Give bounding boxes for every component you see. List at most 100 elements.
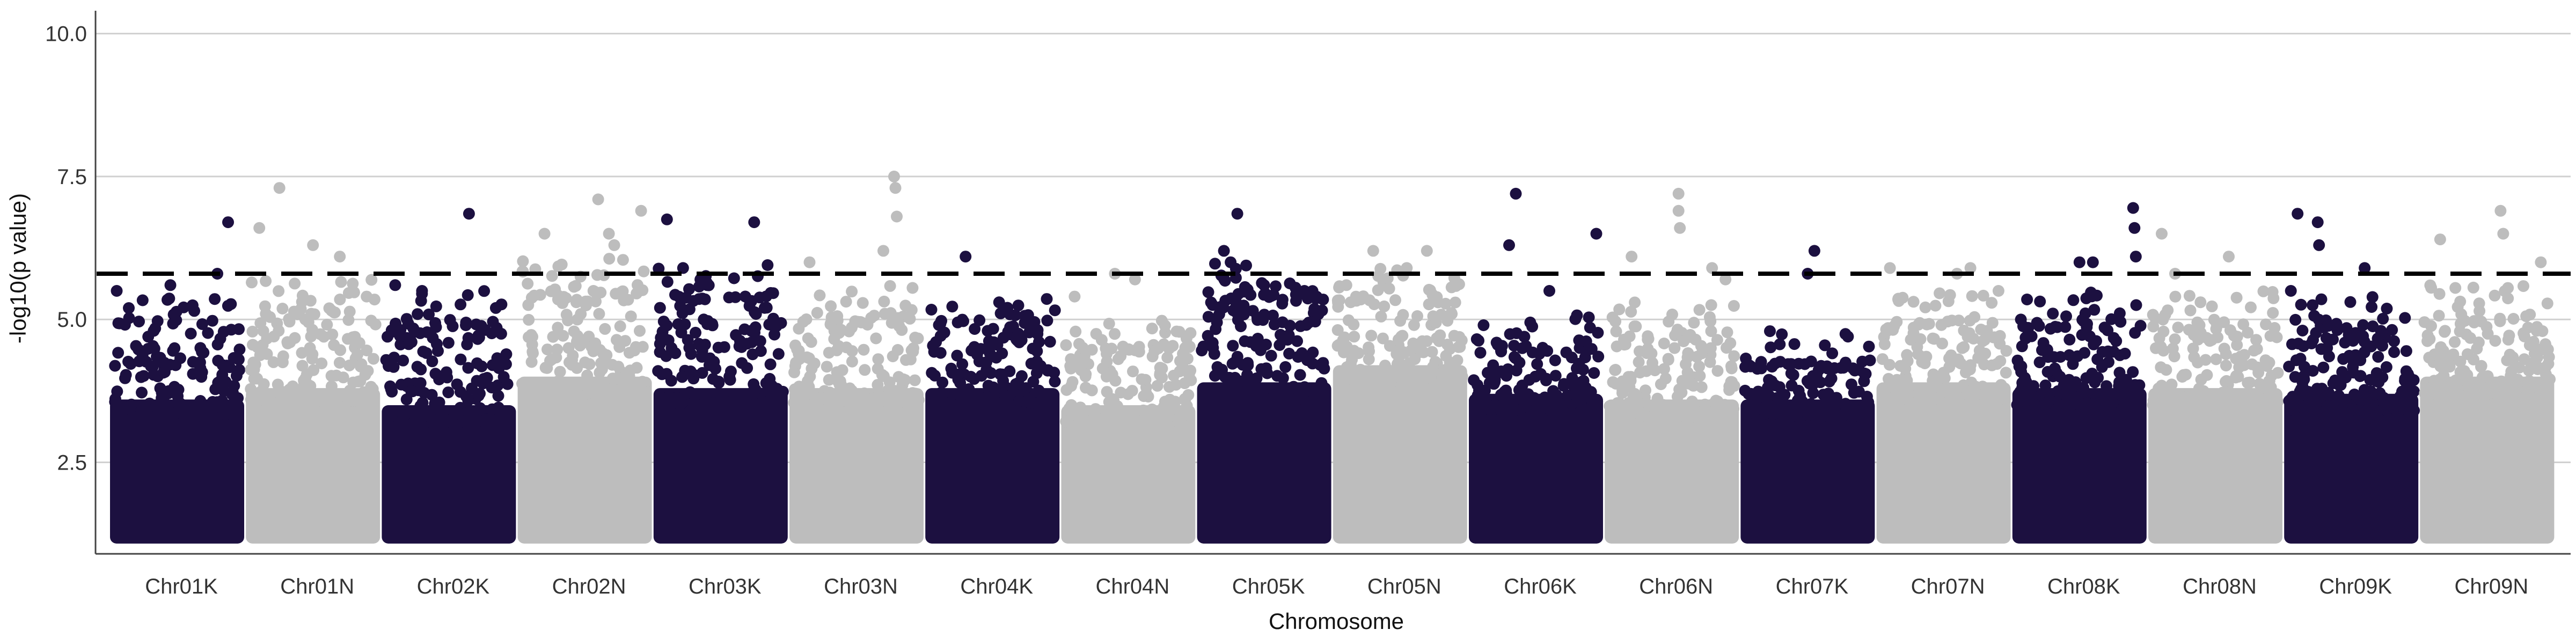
data-point [2307, 299, 2319, 311]
data-point [1252, 333, 1264, 345]
data-point [430, 300, 442, 312]
data-point [1159, 319, 1171, 332]
data-point [582, 295, 594, 308]
data-point [870, 332, 882, 345]
dense-points-block [1197, 382, 1331, 544]
data-point [2033, 320, 2045, 332]
data-point [1803, 377, 1816, 390]
data-point [1937, 367, 1950, 379]
data-point [2372, 332, 2384, 345]
y-tick-label: 2.5 [57, 451, 87, 475]
data-point [587, 345, 599, 357]
data-point [314, 328, 326, 340]
data-point [1845, 378, 1857, 391]
data-point [2076, 386, 2089, 399]
data-point [174, 352, 186, 364]
data-point [1723, 380, 1736, 392]
data-point [2235, 352, 2248, 363]
data-point [1662, 354, 1674, 366]
dense-points-block [1605, 399, 1739, 544]
data-point [1392, 358, 1403, 370]
data-point [1799, 358, 1811, 370]
data-point [1255, 363, 1268, 375]
data-point [113, 317, 126, 330]
data-point [570, 296, 582, 309]
peak-point [748, 216, 760, 229]
data-point [2351, 404, 2362, 416]
data-point [2107, 332, 2120, 344]
data-point [2183, 324, 2195, 336]
data-point [544, 377, 556, 389]
data-point [475, 360, 488, 372]
data-point [2077, 315, 2090, 327]
peak-point [635, 204, 647, 217]
data-point [2176, 371, 2189, 383]
data-point [2502, 333, 2514, 346]
peak-point [489, 302, 502, 314]
data-point [354, 375, 367, 387]
data-point [684, 386, 696, 398]
data-point [1624, 371, 1637, 383]
data-point [2160, 364, 2172, 376]
peak-point [1367, 245, 1379, 257]
data-point [2315, 343, 2328, 355]
data-point [1146, 323, 1158, 335]
data-point [2157, 313, 2169, 326]
data-point [1891, 316, 1903, 328]
data-point [491, 415, 503, 427]
data-point [1728, 350, 1740, 362]
data-point [1140, 387, 1152, 400]
data-point [808, 357, 821, 370]
data-point [2480, 387, 2493, 399]
data-point [665, 342, 678, 354]
data-point [2438, 379, 2450, 391]
data-point [258, 378, 270, 390]
peak-point [1298, 285, 1311, 297]
data-point [2372, 350, 2384, 363]
data-point [1931, 392, 1944, 405]
data-point [1127, 365, 1139, 378]
data-point [2388, 402, 2401, 414]
data-point [2439, 325, 2451, 337]
data-point [1785, 367, 1797, 379]
data-point [1477, 319, 1490, 331]
data-point [1681, 367, 1694, 378]
data-point [1699, 398, 1711, 411]
data-point [142, 342, 154, 355]
data-point [729, 396, 741, 408]
data-point [123, 312, 135, 324]
data-point [1977, 289, 1989, 302]
data-point [846, 355, 858, 368]
data-point [385, 324, 398, 336]
data-point [868, 310, 880, 322]
data-point [2367, 320, 2379, 333]
data-point [2292, 338, 2304, 350]
data-point [2054, 351, 2067, 363]
peak-point [164, 279, 177, 291]
data-point [2183, 290, 2196, 302]
peak-point [592, 193, 604, 206]
data-point [2406, 404, 2418, 416]
data-point [1944, 289, 1956, 301]
data-point [2536, 325, 2549, 337]
data-point [568, 325, 580, 338]
data-point [788, 397, 800, 409]
data-point [1634, 367, 1646, 379]
data-point [1227, 340, 1239, 352]
data-point [676, 397, 688, 409]
data-point [1671, 391, 1684, 403]
data-point [741, 338, 753, 350]
dense-points-block [517, 376, 652, 544]
data-point [196, 318, 208, 330]
data-point [493, 362, 505, 374]
data-point [556, 383, 568, 395]
data-point [1707, 408, 1719, 420]
peak-point [253, 222, 266, 234]
data-point [769, 328, 780, 341]
data-point [433, 396, 445, 408]
data-point [1434, 329, 1446, 341]
data-point [2295, 401, 2308, 413]
data-point [1030, 397, 1043, 409]
data-point [430, 338, 443, 350]
data-point [1986, 317, 1999, 329]
